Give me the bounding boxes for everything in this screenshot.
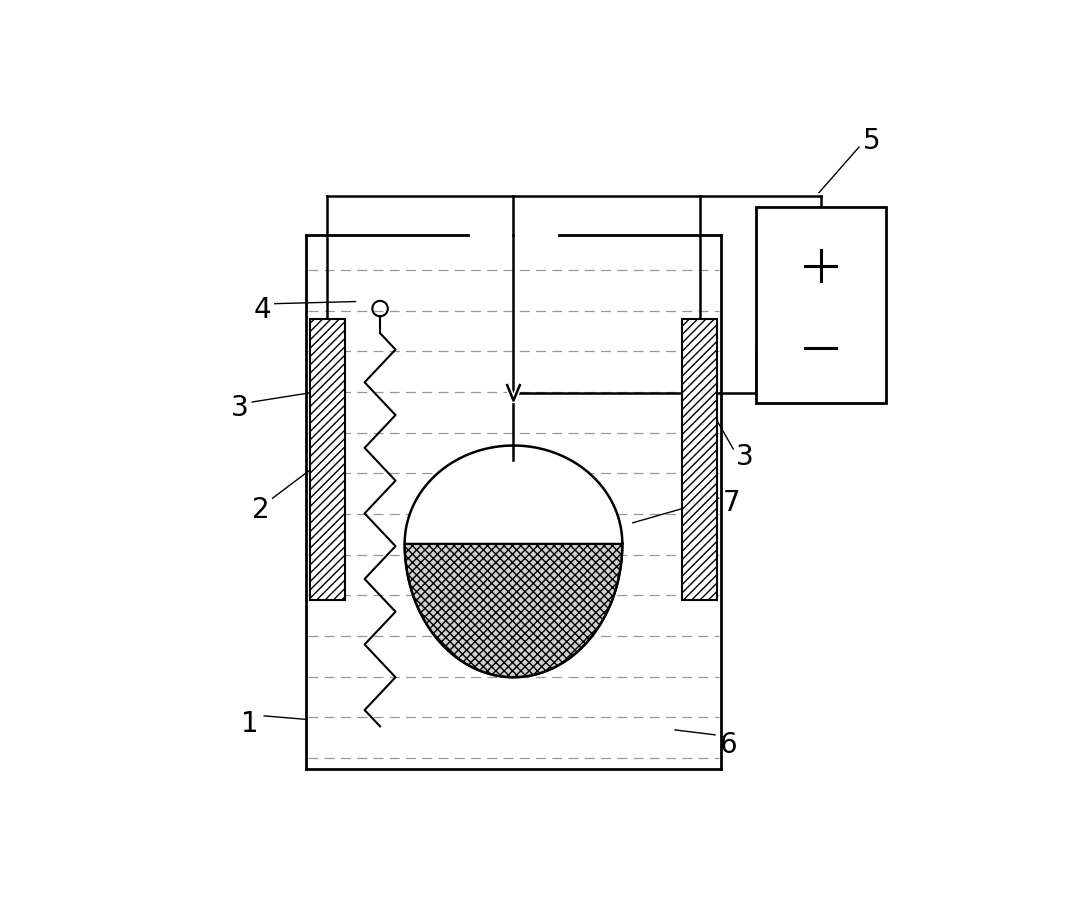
Polygon shape	[405, 446, 622, 544]
Text: 4: 4	[254, 295, 272, 323]
Text: 3: 3	[230, 394, 249, 422]
Bar	[682, 320, 717, 600]
Polygon shape	[405, 446, 622, 544]
Text: 7: 7	[722, 488, 740, 517]
Bar	[310, 320, 345, 600]
Polygon shape	[405, 544, 622, 678]
Text: 3: 3	[736, 443, 754, 471]
Text: 5: 5	[863, 127, 880, 155]
Text: 2: 2	[252, 496, 269, 523]
Bar	[756, 208, 886, 404]
Text: 6: 6	[719, 730, 736, 758]
Text: 1: 1	[241, 709, 259, 737]
Polygon shape	[405, 446, 622, 544]
